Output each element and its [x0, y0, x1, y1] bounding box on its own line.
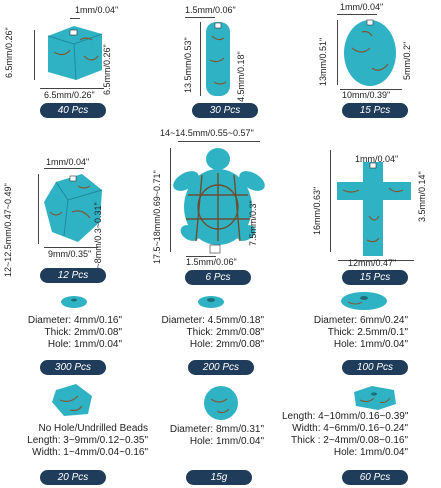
cross-width-label: 12mm/0.47"	[348, 258, 397, 268]
spec-line: Diameter: 4mm/0.16"	[27, 315, 122, 326]
rondelle-small-bead	[61, 296, 87, 308]
spec-line: Hole: 1mm/0.04"	[47, 339, 122, 350]
dimension-line	[337, 20, 338, 85]
dimension-line	[44, 247, 98, 248]
dimension-line	[330, 150, 331, 252]
cube-quantity-badge: 40 Pcs	[40, 103, 106, 118]
oval-thickness-label: 5mm/0.2"	[402, 41, 412, 80]
dimension-line	[186, 256, 216, 257]
cross-thickness-label: 3.5mm/0.14"	[417, 171, 427, 222]
rondelle-small-quantity-badge: 300 Pcs	[40, 360, 106, 375]
dimension-line	[34, 30, 35, 80]
spec-line: Hole: 1mm/0.04"	[333, 447, 408, 458]
cube-height-label: 6.5mm/0.26"	[4, 27, 14, 78]
spec-line: Width: 1~4mm/0.04~0.16"	[32, 447, 148, 458]
column-hole-label: 1.5mm/0.06"	[185, 5, 236, 15]
rondelle-big-specs: Diameter: 6mm/0.24" Thick: 2.5mm/0.1" Ho…	[290, 315, 408, 351]
oval-turquoise-bead	[344, 19, 396, 86]
spec-line: Diameter: 6mm/0.24"	[313, 315, 408, 326]
oval-length-label: 13mm/0.51"	[318, 37, 328, 86]
dimension-line	[38, 174, 39, 244]
nugget-quantity-badge: 12 Pcs	[40, 268, 106, 283]
rondelle-mid-specs: Diameter: 4.5mm/0.18" Thick: 2mm/0.08" H…	[148, 315, 264, 351]
dimension-line	[200, 22, 201, 96]
dimension-line	[44, 168, 84, 169]
oval-hole-label: 1mm/0.04"	[340, 2, 384, 12]
cube-width-label: 6.5mm/0.26"	[44, 90, 95, 100]
dimension-line	[40, 88, 104, 89]
spec-line: Thick: 2mm/0.08"	[44, 327, 122, 338]
dimension-line	[170, 148, 171, 252]
spec-line: Length: 3~9mm/0.12~0.35"	[27, 435, 148, 446]
dimension-line	[340, 89, 402, 90]
rondelle-mid-quantity-badge: 200 Pcs	[188, 360, 254, 375]
turtle-length-label: 17.5~18mm/0.69~0.71"	[152, 170, 162, 264]
cross-quantity-badge: 15 Pcs	[342, 270, 408, 285]
nugget-turquoise-bead	[44, 174, 103, 242]
turtle-width-label: 14~14.5mm/0.55~0.57"	[160, 128, 254, 138]
dimension-line	[70, 18, 80, 19]
round-bead-specs: Diameter: 8mm/0.31" Hole: 1mm/0.04"	[152, 424, 264, 448]
spec-line: Hole: 2mm/0.08"	[189, 339, 264, 350]
spec-line: Diameter: 4.5mm/0.18"	[161, 315, 264, 326]
rondelle-big-bead	[341, 292, 387, 310]
cross-hole-label: 1mm/0.04"	[355, 154, 399, 164]
spec-line: Thick: 2mm/0.08"	[186, 327, 264, 338]
spec-line: Diameter: 8mm/0.31"	[169, 424, 264, 435]
cross-turquoise-bead	[337, 162, 411, 256]
chip-turquoise-bead	[354, 386, 396, 410]
column-quantity-badge: 30 Pcs	[192, 103, 258, 118]
round-bead-quantity-badge: 15g	[186, 470, 252, 485]
undrilled-specs: No Hole/Undrilled Beads Length: 3~9mm/0.…	[0, 423, 148, 459]
dimension-line	[338, 260, 414, 261]
spec-line: Width: 4~6mm/0.16~0.24"	[292, 423, 408, 434]
rondelle-big-quantity-badge: 100 Pcs	[342, 360, 408, 375]
spec-line: Thick : 2~4mm/0.08~0.16"	[291, 435, 408, 446]
oval-quantity-badge: 15 Pcs	[342, 103, 408, 118]
spec-line: Hole: 1mm/0.04"	[333, 339, 408, 350]
column-length-label: 13.5mm/0.53"	[183, 37, 193, 93]
chip-bead-specs: Length: 4~10mm/0.16~0.39" Width: 4~6mm/0…	[282, 411, 408, 459]
nugget-bottom-label: 9mm/0.35"	[48, 249, 92, 259]
dimension-line	[178, 141, 260, 142]
spec-line: Length: 4~10mm/0.16~0.39"	[282, 411, 409, 422]
dimension-line	[185, 17, 215, 18]
undrilled-turquoise-bead	[52, 384, 92, 416]
turtle-thickness-label: 7.5mm/0.3"	[248, 200, 258, 246]
nugget-hole-label: 1mm/0.04"	[46, 157, 90, 167]
spec-line: No Hole/Undrilled Beads	[38, 423, 148, 434]
rondelle-mid-bead	[198, 296, 224, 308]
round-turquoise-bead	[204, 386, 238, 420]
nugget-length-label: 12~12.5mm/0.47~0.49"	[3, 183, 13, 277]
turtle-turquoise-bead	[173, 148, 265, 254]
turtle-hole-label: 1.5mm/0.06"	[186, 257, 237, 267]
oval-width-label: 10mm/0.39"	[342, 90, 391, 100]
cube-hole-label: 1mm/0.04"	[75, 5, 119, 15]
turtle-quantity-badge: 6 Pcs	[185, 270, 251, 285]
column-width-label: 4.5mm/0.18"	[236, 51, 246, 102]
spec-line: Hole: 1mm/0.04"	[189, 436, 264, 447]
dimension-line	[337, 14, 377, 15]
chip-bead-quantity-badge: 60 Pcs	[342, 470, 408, 485]
undrilled-quantity-badge: 20 Pcs	[40, 470, 106, 485]
column-turquoise-bead	[206, 22, 230, 96]
rondelle-small-specs: Diameter: 4mm/0.16" Thick: 2mm/0.08" Hol…	[12, 315, 122, 351]
cross-length-label: 16mm/0.63"	[312, 186, 322, 235]
spec-line: Thick: 2.5mm/0.1"	[327, 327, 408, 338]
cube-turquoise-bead	[47, 26, 103, 81]
